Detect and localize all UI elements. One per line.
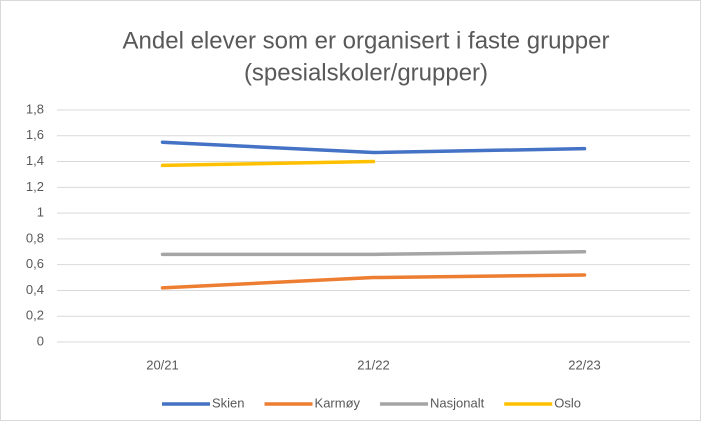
y-tick-label: 0,2 <box>26 308 44 323</box>
chart-title: (spesialskoler/grupper) <box>244 59 488 86</box>
x-tick-label: 21/22 <box>357 357 390 372</box>
y-tick-label: 1,2 <box>26 179 44 194</box>
legend-label: Karmøy <box>315 395 361 410</box>
y-tick-label: 1,6 <box>26 127 44 142</box>
series-line <box>160 159 376 168</box>
legend-label: Skien <box>212 395 245 410</box>
y-tick-label: 0 <box>37 333 44 348</box>
y-tick-label: 0,4 <box>26 282 44 297</box>
y-tick-label: 1 <box>37 205 44 220</box>
y-tick-label: 1,8 <box>26 101 44 116</box>
series-line <box>160 250 587 257</box>
series-line <box>160 273 587 290</box>
y-tick-label: 0,6 <box>26 256 44 271</box>
x-tick-label: 20/21 <box>146 357 179 372</box>
series-line <box>160 140 587 155</box>
y-tick-label: 1,4 <box>26 153 44 168</box>
x-tick-label: 22/23 <box>568 357 601 372</box>
legend-label: Nasjonalt <box>430 395 485 410</box>
chart-title: Andel elever som er organisert i faste g… <box>123 27 610 54</box>
y-tick-label: 0,8 <box>26 230 44 245</box>
legend-label: Oslo <box>554 395 581 410</box>
